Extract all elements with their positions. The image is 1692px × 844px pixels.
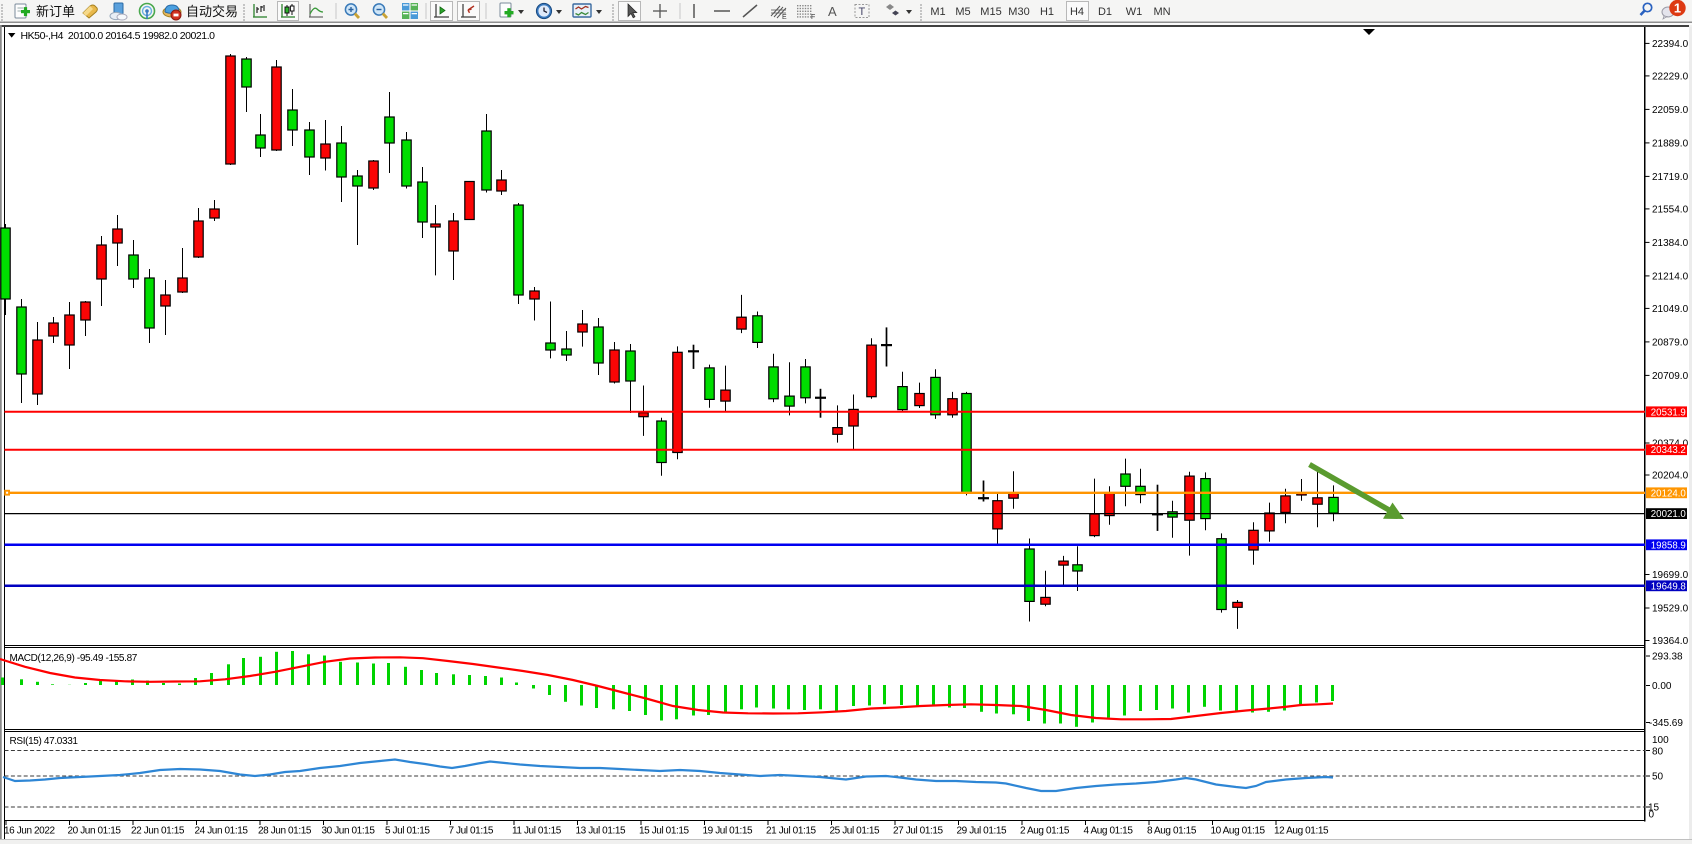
svg-text:21889.0: 21889.0 — [1652, 138, 1689, 149]
svg-text:15: 15 — [1648, 803, 1660, 814]
svg-text:自动交易: 自动交易 — [186, 4, 238, 19]
svg-text:20879.0: 20879.0 — [1652, 337, 1689, 348]
svg-text:29 Jul 01:15: 29 Jul 01:15 — [957, 826, 1008, 837]
svg-text:12 Aug 01:15: 12 Aug 01:15 — [1274, 826, 1329, 837]
svg-text:19 Jul 01:15: 19 Jul 01:15 — [703, 826, 754, 837]
svg-text:RSI(15) 47.0331: RSI(15) 47.0331 — [10, 736, 79, 747]
svg-text:0: 0 — [1649, 810, 1655, 821]
svg-text:D1: D1 — [1098, 6, 1112, 18]
svg-text:20374.0: 20374.0 — [1652, 439, 1689, 450]
svg-text:21384.0: 21384.0 — [1652, 238, 1689, 249]
svg-text:MACD(12,26,9) -95.49 -155.87: MACD(12,26,9) -95.49 -155.87 — [10, 653, 138, 664]
svg-text:7 Jul 01:15: 7 Jul 01:15 — [449, 826, 494, 837]
svg-text:0.00: 0.00 — [1652, 681, 1672, 692]
svg-text:20709.0: 20709.0 — [1652, 371, 1689, 382]
svg-text:10 Aug 01:15: 10 Aug 01:15 — [1211, 826, 1266, 837]
svg-text:22059.0: 22059.0 — [1652, 105, 1689, 116]
svg-text:1: 1 — [1674, 1, 1681, 16]
svg-text:100: 100 — [1652, 735, 1669, 746]
svg-text:21719.0: 21719.0 — [1652, 172, 1689, 183]
svg-text:F: F — [811, 14, 815, 21]
svg-text:11 Jul 01:15: 11 Jul 01:15 — [512, 826, 562, 837]
svg-text:21049.0: 21049.0 — [1652, 304, 1689, 315]
svg-text:25 Jul 01:15: 25 Jul 01:15 — [830, 826, 881, 837]
svg-text:新订单: 新订单 — [36, 4, 75, 19]
svg-text:T: T — [859, 6, 866, 18]
svg-text:A: A — [828, 4, 837, 19]
svg-text:M1: M1 — [930, 6, 945, 18]
svg-text:19699.0: 19699.0 — [1652, 570, 1689, 581]
svg-text:20 Jun 01:15: 20 Jun 01:15 — [68, 826, 122, 837]
svg-text:22394.0: 22394.0 — [1652, 39, 1689, 50]
svg-text:-345.69: -345.69 — [1649, 718, 1683, 729]
svg-text:19529.0: 19529.0 — [1652, 604, 1689, 615]
svg-text:H1: H1 — [1040, 6, 1054, 18]
svg-text:30 Jun 01:15: 30 Jun 01:15 — [322, 826, 376, 837]
svg-text:21554.0: 21554.0 — [1652, 204, 1689, 215]
svg-text:293.38: 293.38 — [1652, 652, 1683, 663]
svg-text:HK50-,H4 20100.0 20164.5 1998: HK50-,H4 20100.0 20164.5 19982.0 20021.0 — [21, 30, 216, 42]
svg-text:H4: H4 — [1070, 6, 1084, 18]
svg-text:20021.0: 20021.0 — [1651, 509, 1687, 520]
svg-text:19858.9: 19858.9 — [1651, 540, 1686, 551]
svg-text:M15: M15 — [980, 6, 1001, 18]
svg-text:20531.9: 20531.9 — [1651, 407, 1686, 418]
svg-text:50: 50 — [1652, 772, 1664, 783]
svg-text:28 Jun 01:15: 28 Jun 01:15 — [258, 826, 312, 837]
svg-text:80: 80 — [1652, 747, 1664, 758]
svg-text:19364.0: 19364.0 — [1652, 636, 1689, 647]
svg-text:13 Jul 01:15: 13 Jul 01:15 — [576, 826, 627, 837]
svg-text:5 Jul 01:15: 5 Jul 01:15 — [385, 826, 430, 837]
svg-text:21 Jul 01:15: 21 Jul 01:15 — [766, 826, 817, 837]
svg-text:2 Aug 01:15: 2 Aug 01:15 — [1020, 826, 1070, 837]
svg-text:20204.0: 20204.0 — [1652, 471, 1689, 482]
svg-text:E: E — [782, 14, 787, 21]
svg-text:22229.0: 22229.0 — [1652, 71, 1689, 82]
svg-text:24 Jun 01:15: 24 Jun 01:15 — [195, 826, 249, 837]
svg-text:21214.0: 21214.0 — [1652, 271, 1689, 282]
svg-text:MN: MN — [1153, 6, 1170, 18]
svg-text:W1: W1 — [1126, 6, 1143, 18]
svg-text:8 Aug 01:15: 8 Aug 01:15 — [1147, 826, 1197, 837]
svg-text:20343.2: 20343.2 — [1651, 445, 1686, 456]
svg-text:15 Jul 01:15: 15 Jul 01:15 — [639, 826, 690, 837]
svg-text:27 Jul 01:15: 27 Jul 01:15 — [893, 826, 944, 837]
svg-text:20124.0: 20124.0 — [1651, 488, 1687, 499]
svg-text:22 Jun 01:15: 22 Jun 01:15 — [131, 826, 185, 837]
svg-text:4 Aug 01:15: 4 Aug 01:15 — [1084, 826, 1134, 837]
svg-text:19649.8: 19649.8 — [1651, 581, 1686, 592]
svg-text:M30: M30 — [1008, 6, 1029, 18]
svg-text:M5: M5 — [955, 6, 970, 18]
svg-text:16 Jun 2022: 16 Jun 2022 — [4, 826, 55, 837]
